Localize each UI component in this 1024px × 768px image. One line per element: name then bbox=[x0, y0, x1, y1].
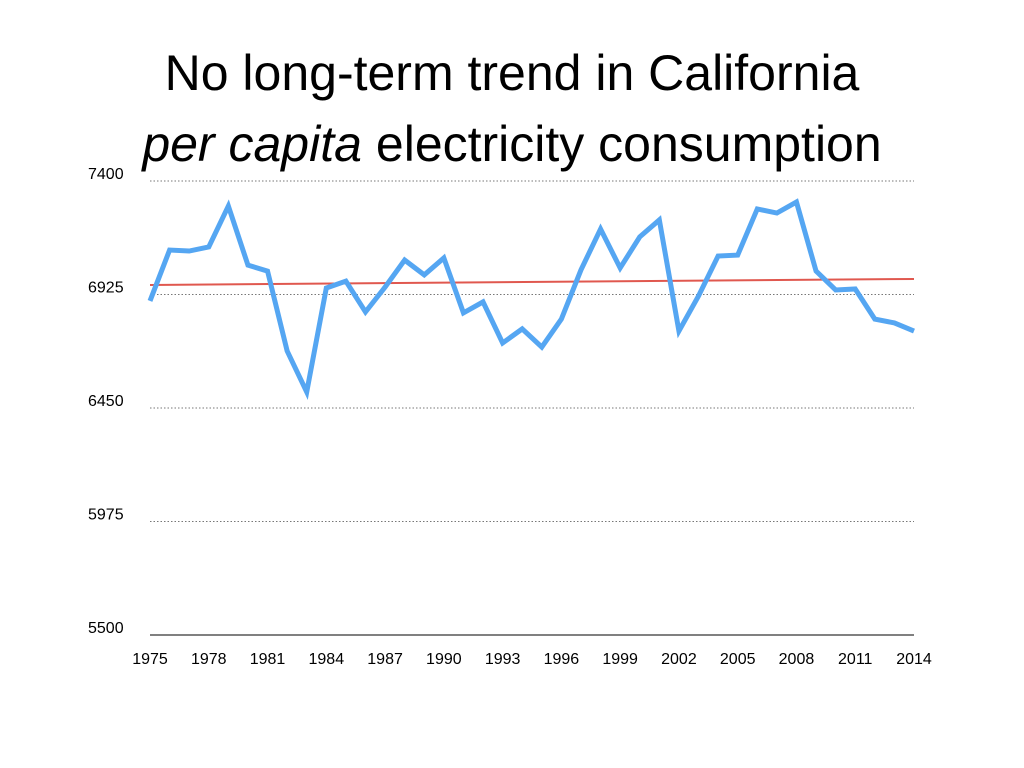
title-rest: electricity consumption bbox=[376, 116, 882, 172]
x-tick-label: 1984 bbox=[309, 651, 345, 668]
x-tick-label: 2014 bbox=[896, 651, 932, 668]
x-tick-label: 1993 bbox=[485, 651, 521, 668]
y-tick-label: 7400 bbox=[88, 166, 124, 183]
title-italic: per capita bbox=[140, 116, 362, 172]
x-tick-label: 1999 bbox=[602, 651, 638, 668]
x-tick-label: 2002 bbox=[661, 651, 697, 668]
trend-line bbox=[149, 277, 915, 286]
y-tick-label: 5500 bbox=[88, 620, 124, 637]
x-tick-label: 2008 bbox=[779, 651, 815, 668]
y-tick-label: 6450 bbox=[88, 393, 124, 410]
x-tick-label: 1981 bbox=[250, 651, 286, 668]
y-tick-label: 5975 bbox=[88, 507, 124, 524]
chart-title-line2: per capita electricity consumption bbox=[140, 116, 881, 172]
series-line bbox=[147, 198, 915, 400]
x-tick-label: 2011 bbox=[838, 651, 873, 668]
y-tick-label: 6925 bbox=[88, 280, 124, 297]
x-tick-label: 1975 bbox=[132, 651, 168, 668]
x-tick-label: 1996 bbox=[544, 651, 580, 668]
x-tick-label: 1987 bbox=[367, 651, 403, 668]
x-tick-label: 1978 bbox=[191, 651, 227, 668]
chart-title-line1: No long-term trend in California bbox=[165, 45, 860, 101]
x-tick-label: 1990 bbox=[426, 651, 462, 668]
x-tick-label: 2005 bbox=[720, 651, 756, 668]
